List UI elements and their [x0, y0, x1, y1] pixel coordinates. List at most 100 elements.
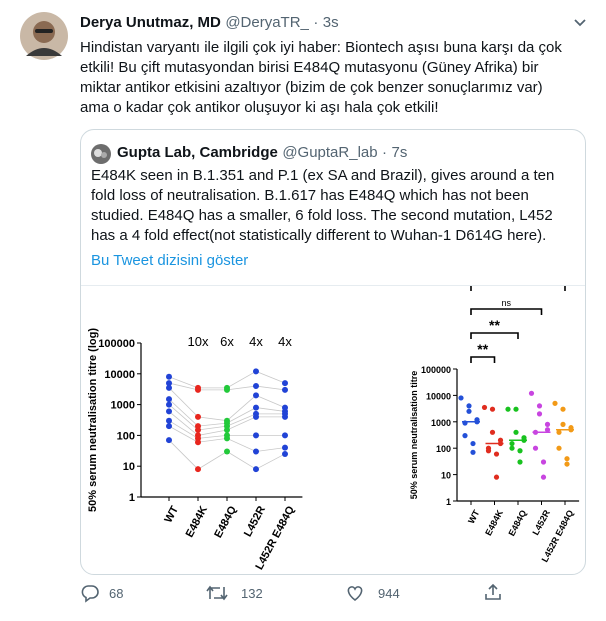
y-tick-label: 1000: [111, 400, 135, 412]
data-point: [166, 373, 172, 380]
data-point: [166, 380, 172, 387]
fold-label: 4x: [278, 334, 292, 349]
data-point: [544, 427, 551, 433]
data-point: [513, 429, 519, 435]
data-point: [166, 437, 172, 444]
data-point: [195, 386, 201, 393]
reply-count: 68: [109, 586, 124, 601]
data-point: [532, 445, 539, 451]
data-point: [536, 411, 543, 417]
significance-bracket: [470, 356, 496, 363]
significance-bracket: [470, 332, 519, 339]
y-axis-title: 50% serum neutralisation titre (log): [87, 328, 99, 512]
x-tick-label: E484Q: [212, 504, 239, 540]
data-point: [489, 429, 496, 435]
y-tick-label: 10000: [426, 391, 451, 401]
data-point: [166, 384, 172, 391]
data-point: [517, 459, 523, 465]
like-count: 944: [378, 586, 400, 601]
reply-icon[interactable]: [80, 583, 100, 603]
data-point: [282, 450, 288, 457]
data-point: [466, 408, 472, 414]
data-point: [564, 461, 570, 467]
data-point: [466, 403, 472, 409]
significance-bracket: [470, 308, 543, 315]
y-tick-label: 1000: [431, 418, 451, 428]
header: Derya Unutmaz, MD @DeryaTR_ · 3s: [80, 14, 339, 32]
quote-author: Gupta Lab, Cambridge: [117, 144, 278, 161]
data-point: [509, 445, 515, 451]
y-tick-label: 100000: [421, 365, 451, 375]
data-point: [458, 395, 464, 401]
y-tick-label: 100: [117, 430, 135, 442]
data-point: [513, 406, 519, 412]
data-point: [485, 448, 492, 454]
x-tick-label: L452R: [242, 504, 268, 539]
retweet-icon[interactable]: [206, 583, 228, 603]
data-point: [470, 449, 476, 455]
retweet-count: 132: [241, 586, 263, 601]
data-point: [282, 386, 288, 393]
data-point: [253, 383, 259, 390]
quote-handle: @GuptaR_lab: [282, 144, 378, 161]
data-point: [493, 451, 500, 457]
data-point: [253, 448, 259, 455]
x-tick-label: E484Q: [506, 508, 528, 537]
data-point: [195, 426, 201, 433]
y-tick-label: 1: [446, 497, 451, 507]
data-point: [528, 390, 535, 396]
data-point: [517, 448, 523, 454]
quote-text: E484K seen in B.1.351 and P.1 (ex SA and…: [91, 167, 555, 244]
data-point: [544, 421, 551, 427]
x-tick-label: WT: [162, 504, 181, 525]
x-tick-label: L452R: [530, 508, 552, 537]
data-point: [253, 432, 259, 439]
significance-label: ns: [501, 298, 511, 308]
data-point: [556, 445, 562, 451]
quote-header: Gupta Lab, Cambridge @GuptaR_lab · 7s: [117, 144, 407, 162]
data-point: [536, 403, 543, 409]
data-point: [166, 401, 172, 408]
data-point: [560, 421, 566, 427]
x-tick-label: E484K: [184, 504, 210, 539]
handle[interactable]: @DeryaTR_: [225, 14, 309, 31]
data-point: [253, 368, 259, 375]
time[interactable]: 3s: [322, 14, 339, 31]
data-point: [556, 429, 562, 435]
fold-label: 10x: [188, 334, 209, 349]
quote-avatar: [91, 144, 111, 164]
data-point: [540, 474, 547, 480]
y-tick-label: 100000: [98, 338, 135, 350]
data-point: [195, 466, 201, 473]
data-point: [195, 413, 201, 420]
avatar[interactable]: [20, 12, 68, 60]
more-menu[interactable]: [571, 14, 589, 32]
data-point: [509, 440, 515, 447]
data-point: [282, 444, 288, 451]
quote-tweet[interactable]: Gupta Lab, Cambridge @GuptaR_lab · 7s E4…: [80, 129, 586, 575]
share-icon[interactable]: [483, 582, 503, 602]
y-tick-label: 10000: [104, 369, 135, 381]
significance-label: **: [477, 341, 488, 357]
significance-bracket: [470, 286, 566, 291]
data-point: [224, 386, 230, 393]
significance-label: **: [489, 317, 500, 333]
data-point: [489, 406, 496, 412]
x-tick-label: WT: [466, 508, 482, 525]
like-icon[interactable]: [345, 583, 365, 603]
data-point: [224, 435, 230, 442]
data-point: [224, 426, 230, 433]
data-point: [564, 456, 570, 462]
donor-line: [168, 439, 286, 470]
data-point: [462, 433, 468, 439]
author[interactable]: Derya Unutmaz, MD: [80, 14, 221, 31]
y-axis-title: 50% serum neutralisation titre: [409, 371, 419, 500]
separator: ·: [313, 14, 319, 31]
tweet-text: Hindistan varyantı ile ilgili çok iyi ha…: [80, 39, 562, 116]
thread-link[interactable]: Bu Tweet dizisini göster: [91, 252, 249, 269]
data-point: [540, 459, 547, 465]
data-point: [166, 423, 172, 430]
data-point: [166, 417, 172, 424]
